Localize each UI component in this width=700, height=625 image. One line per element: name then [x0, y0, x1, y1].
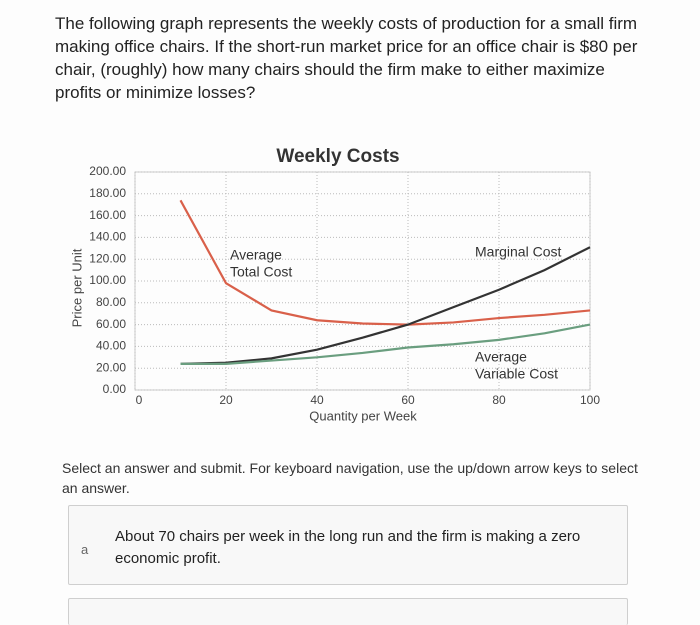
- y-tick-label: 180.00: [89, 186, 126, 200]
- answer-option[interactable]: a About 70 chairs per week in the long r…: [68, 505, 628, 585]
- y-tick-label: 120.00: [89, 251, 126, 265]
- answer-option[interactable]: [68, 598, 628, 625]
- x-tick-label: 40: [310, 393, 324, 407]
- x-tick-label: 0: [136, 393, 143, 407]
- annotation: Marginal Cost: [475, 244, 561, 260]
- y-tick-label: 100.00: [89, 273, 126, 287]
- y-tick-label: 80.00: [96, 295, 126, 309]
- cost-line: [180, 246, 591, 365]
- y-axis-label: Price per Unit: [69, 248, 84, 327]
- annotation: Average: [475, 349, 527, 365]
- x-tick-label: 100: [580, 393, 600, 407]
- annotation: Average: [230, 247, 282, 263]
- instruction: Select an answer and submit. For keyboar…: [62, 460, 638, 496]
- y-tick-label: 40.00: [96, 339, 126, 353]
- y-tick-label: 20.00: [96, 360, 126, 374]
- x-tick-label: 60: [401, 393, 415, 407]
- y-tick-label: 200.00: [89, 164, 126, 178]
- chart-title: Weekly Costs: [276, 146, 399, 167]
- annotation: Total Cost: [230, 264, 292, 280]
- x-tick-label: 20: [219, 393, 233, 407]
- y-tick-label: 60.00: [96, 317, 126, 331]
- option-text: About 70 chairs per week in the long run…: [115, 528, 581, 567]
- question: The following graph represents the weekl…: [55, 14, 638, 102]
- y-tick-label: 0.00: [103, 382, 127, 396]
- x-axis-label: Quantity per Week: [309, 408, 417, 423]
- annotation: Variable Cost: [475, 366, 558, 382]
- cost-line: [180, 323, 591, 365]
- cost-line: [179, 199, 591, 326]
- option-letter: a: [81, 542, 89, 557]
- x-tick-label: 80: [492, 393, 506, 407]
- y-tick-label: 160.00: [89, 208, 126, 222]
- y-tick-label: 140.00: [89, 230, 126, 244]
